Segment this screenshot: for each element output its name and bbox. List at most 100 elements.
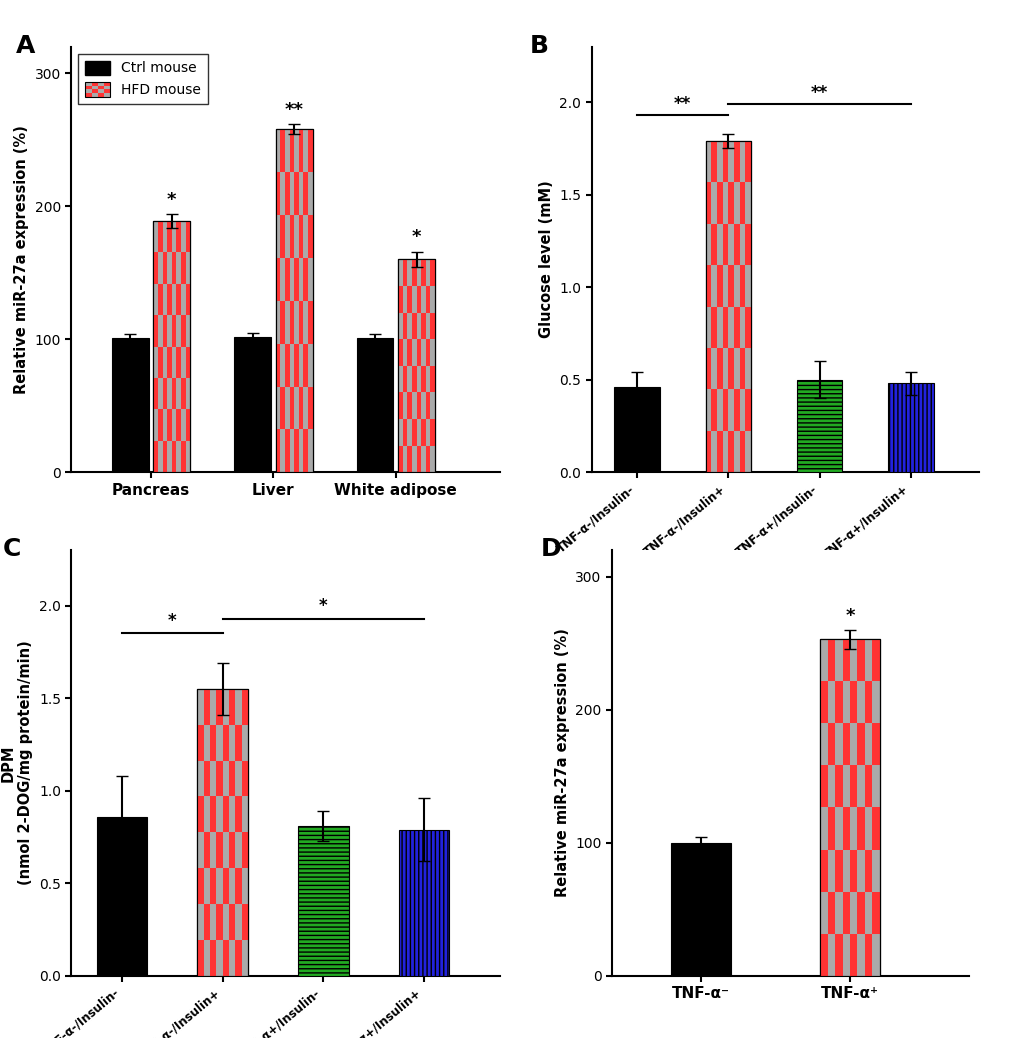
- Bar: [722, 306, 728, 348]
- Bar: [162, 441, 167, 472]
- Bar: [397, 260, 434, 472]
- Bar: [425, 445, 430, 472]
- Bar: [871, 723, 879, 765]
- Bar: [308, 129, 312, 172]
- Bar: [819, 765, 826, 808]
- Text: *: *: [845, 606, 854, 625]
- Y-axis label: DPM
(nmol 2-DOG/mg protein/min): DPM (nmol 2-DOG/mg protein/min): [1, 640, 34, 885]
- Bar: [716, 183, 722, 224]
- Bar: [397, 286, 403, 312]
- Bar: [176, 347, 180, 378]
- Bar: [835, 681, 842, 723]
- Text: **: **: [284, 101, 304, 118]
- Bar: [198, 689, 248, 976]
- Bar: [397, 260, 434, 472]
- Bar: [705, 183, 710, 224]
- Bar: [705, 141, 750, 472]
- Bar: [275, 172, 280, 215]
- Text: *: *: [167, 191, 176, 209]
- Bar: [280, 301, 284, 344]
- Y-axis label: Glucose level (mM): Glucose level (mM): [538, 181, 553, 338]
- Bar: [280, 386, 284, 430]
- Bar: [216, 904, 222, 939]
- Bar: [745, 141, 750, 183]
- Bar: [167, 283, 171, 316]
- Bar: [275, 129, 312, 472]
- Bar: [397, 339, 403, 366]
- Bar: [421, 260, 425, 286]
- Bar: [112, 338, 149, 472]
- Bar: [198, 939, 204, 976]
- Bar: [275, 129, 312, 472]
- Bar: [303, 172, 308, 215]
- Bar: [864, 681, 871, 723]
- Bar: [228, 832, 235, 868]
- Bar: [734, 306, 739, 348]
- Bar: [275, 129, 312, 472]
- Bar: [705, 141, 750, 472]
- Bar: [204, 904, 210, 939]
- Y-axis label: Relative miR-27a expression (%): Relative miR-27a expression (%): [14, 125, 29, 394]
- Bar: [857, 892, 864, 933]
- Bar: [734, 389, 739, 431]
- Bar: [176, 283, 180, 316]
- Bar: [289, 301, 293, 344]
- Text: *: *: [319, 597, 327, 614]
- Bar: [819, 639, 878, 976]
- Text: **: **: [810, 84, 827, 102]
- Bar: [835, 933, 842, 976]
- Bar: [167, 347, 171, 378]
- Bar: [204, 689, 210, 725]
- Bar: [819, 639, 878, 976]
- Bar: [857, 639, 864, 681]
- Bar: [705, 266, 710, 306]
- Bar: [162, 252, 167, 283]
- Bar: [228, 904, 235, 939]
- Bar: [412, 312, 416, 339]
- Bar: [425, 392, 430, 419]
- Bar: [421, 312, 425, 339]
- Bar: [745, 306, 750, 348]
- Bar: [280, 215, 284, 257]
- Bar: [421, 419, 425, 445]
- Bar: [416, 339, 421, 366]
- Bar: [864, 765, 871, 808]
- Bar: [826, 639, 835, 681]
- Bar: [222, 868, 228, 904]
- Bar: [864, 933, 871, 976]
- Bar: [739, 348, 745, 389]
- Bar: [242, 832, 248, 868]
- Bar: [412, 260, 416, 286]
- Bar: [888, 383, 932, 472]
- Bar: [222, 796, 228, 832]
- Bar: [275, 257, 280, 301]
- Bar: [171, 316, 176, 347]
- Bar: [198, 725, 204, 761]
- Bar: [857, 808, 864, 849]
- Bar: [871, 639, 879, 681]
- Bar: [153, 378, 158, 409]
- Bar: [739, 431, 745, 472]
- Text: C: C: [3, 538, 21, 562]
- Bar: [275, 129, 312, 472]
- Bar: [716, 431, 722, 472]
- Bar: [210, 725, 216, 761]
- Bar: [842, 808, 849, 849]
- Bar: [235, 796, 242, 832]
- Bar: [228, 689, 235, 725]
- Bar: [303, 430, 308, 472]
- Bar: [403, 366, 407, 392]
- Bar: [819, 639, 878, 976]
- Bar: [171, 378, 176, 409]
- Bar: [734, 224, 739, 266]
- Bar: [242, 761, 248, 796]
- Bar: [289, 215, 293, 257]
- Bar: [430, 260, 434, 286]
- Bar: [308, 301, 312, 344]
- Bar: [167, 409, 171, 441]
- Bar: [357, 338, 393, 472]
- Bar: [728, 348, 734, 389]
- Bar: [216, 832, 222, 868]
- Bar: [153, 221, 190, 472]
- Bar: [198, 796, 204, 832]
